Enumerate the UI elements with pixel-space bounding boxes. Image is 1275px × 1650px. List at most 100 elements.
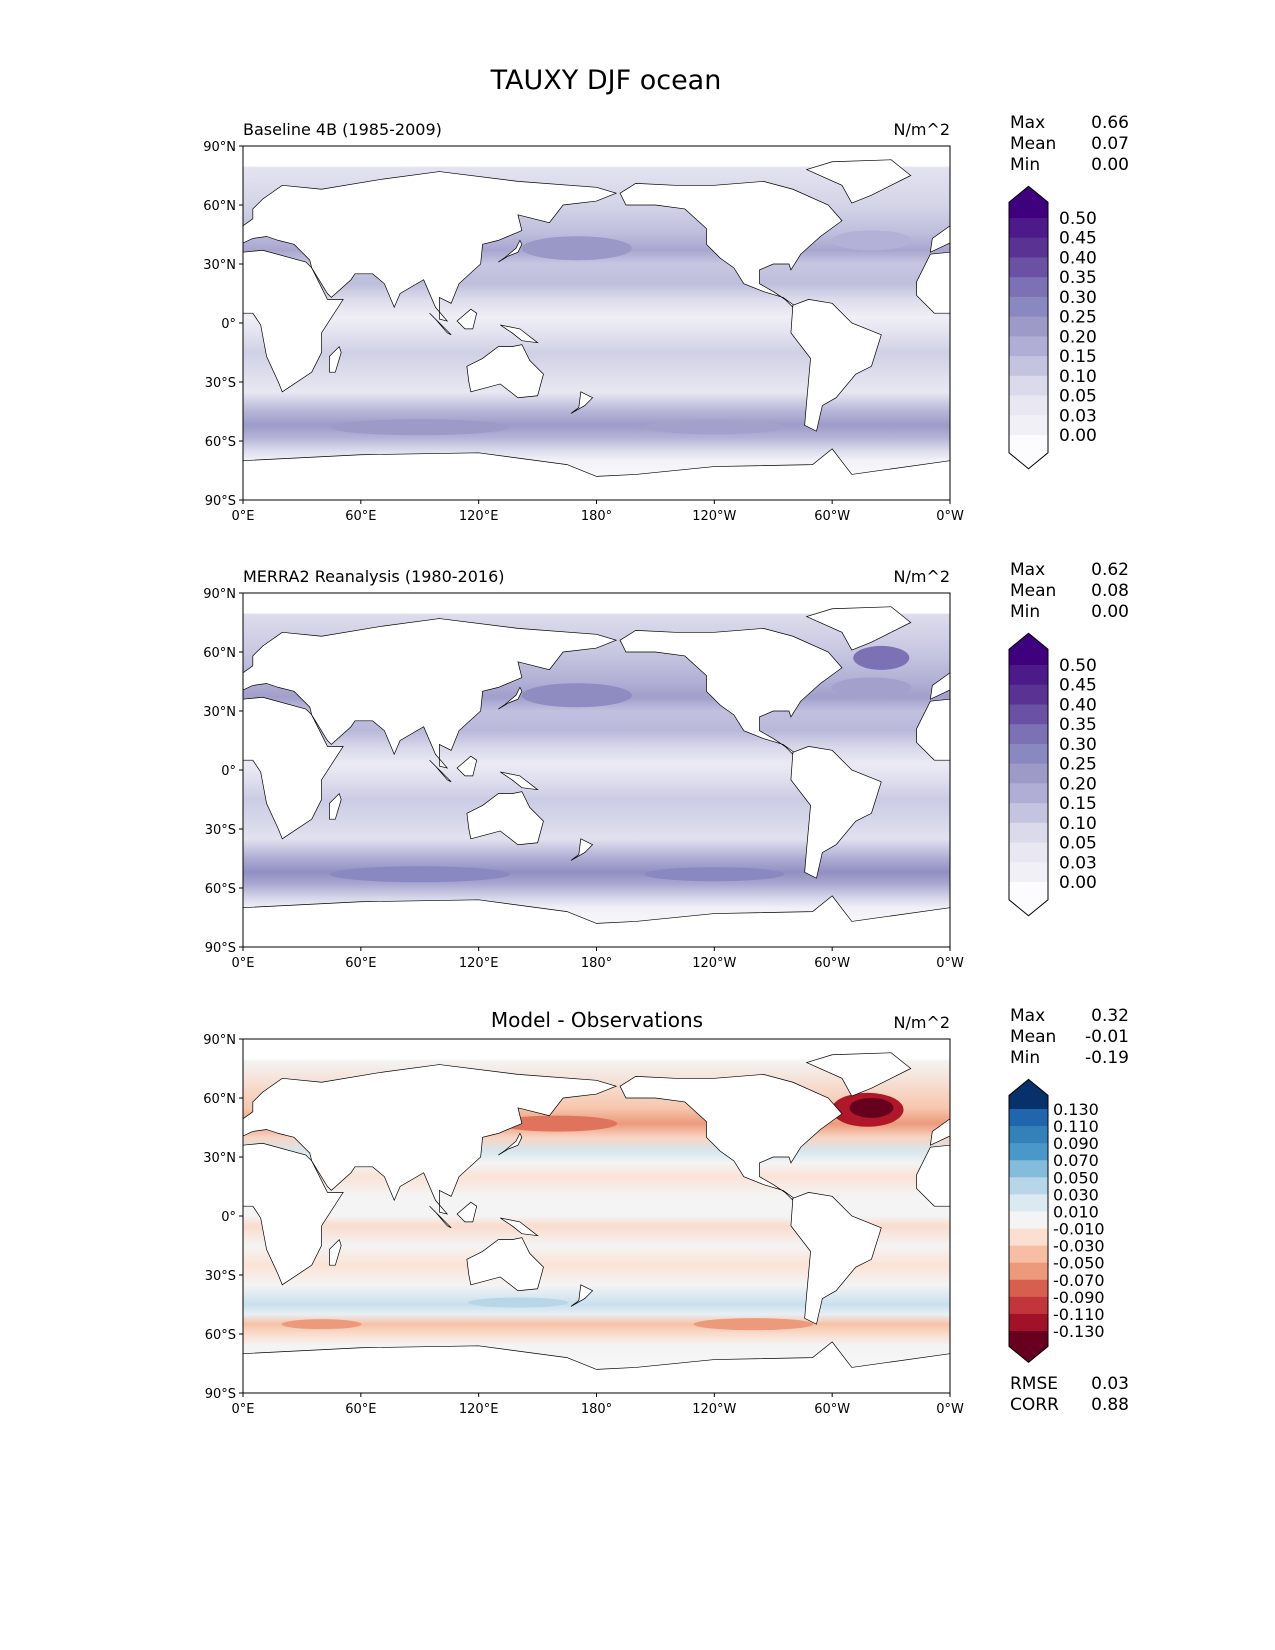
y-tick-label: 60°S (205, 435, 236, 450)
colorbar-tick-label: 0.25 (1059, 308, 1097, 328)
land-africa (243, 696, 344, 840)
land-africa (916, 698, 950, 761)
wind-maximum (644, 420, 785, 435)
colorbar-segment (1009, 803, 1048, 824)
y-tick-label: 60°S (205, 1328, 236, 1343)
land-eurasia (929, 672, 950, 700)
colorbar-tick-label: 0.40 (1059, 695, 1097, 715)
colorbar-segment (1009, 296, 1048, 318)
colorbar-segment (1009, 1126, 1048, 1144)
x-tick-label: 0°E (232, 1402, 255, 1417)
land-sumatra (1137, 313, 1159, 335)
land-namerica (619, 181, 843, 308)
colorbar-segment (1009, 277, 1048, 298)
colorbar-segment (1009, 783, 1048, 804)
colorbar-segment (1009, 257, 1048, 278)
stat-label: CORR (1010, 1395, 1059, 1415)
panel-title: Model - Observations (491, 1008, 703, 1032)
y-tick-label: 60°N (203, 1092, 236, 1107)
colorbar-segment (1009, 724, 1048, 745)
colorbar-segment (1009, 1296, 1048, 1315)
land-sumatra (1137, 1206, 1159, 1228)
land-australia (1174, 345, 1251, 398)
land-antarctica (243, 448, 950, 500)
stat-label: Mean (1010, 581, 1056, 601)
land-newguinea (1207, 325, 1244, 343)
y-tick-label: 90°S (205, 494, 236, 509)
y-tick-label: 60°S (205, 882, 236, 897)
colorbar-tick-label: 0.05 (1059, 834, 1097, 854)
colorbar-segment (1009, 356, 1048, 377)
colorbar-segment (1009, 1262, 1048, 1281)
land-newguinea (1207, 1218, 1244, 1236)
land-sumatra (429, 1205, 452, 1229)
figure-title: TAUXY DJF ocean (490, 65, 722, 96)
stat-label: Max (1010, 113, 1045, 133)
wind-maximum (521, 236, 632, 261)
y-tick-label: 0° (221, 1210, 236, 1225)
wind-maximum (521, 683, 632, 708)
x-tick-label: 0°W (936, 956, 964, 971)
x-tick-label: 120°W (692, 509, 736, 524)
y-tick-label: 90°S (205, 1387, 236, 1402)
land-eurasia (929, 225, 950, 253)
colorbar-tick-label: 0.050 (1053, 1168, 1099, 1187)
stat-value: 0.66 (1091, 113, 1129, 133)
stat-value: 0.00 (1091, 155, 1129, 175)
wind-maximum (329, 419, 510, 436)
colorbar-segment (1009, 1160, 1048, 1178)
land-antarctica (949, 907, 950, 947)
colorbar-segment (1009, 763, 1048, 784)
colorbar-tick-label: 0.45 (1059, 229, 1097, 249)
colorbar-segment (1009, 336, 1048, 357)
colorbar-segment (1009, 704, 1048, 725)
colorbar-tick-label: 0.00 (1059, 426, 1097, 446)
colorbar-segment (1009, 862, 1048, 883)
colorbar-tick-label: 0.30 (1059, 735, 1097, 755)
y-tick-label: 60°N (203, 199, 236, 214)
colorbar-tick-label: 0.15 (1059, 347, 1097, 367)
land-newguinea (500, 324, 539, 344)
colorbar-segment (1009, 684, 1048, 705)
colorbar-tick-label: 0.03 (1059, 853, 1097, 873)
x-tick-label: 0°W (936, 1402, 964, 1417)
land-eurasia (243, 1064, 618, 1215)
land-madagascar (329, 1238, 342, 1266)
map-panel-1: 90°N 60°N 30°N 0° 30°S 60°S 90°S0°E 60°E 120°E 18… (203, 113, 1251, 524)
map-area (243, 1039, 1244, 1393)
x-tick-label: 180° (581, 1402, 612, 1417)
y-tick-label: 0° (221, 764, 236, 779)
colorbar-tick-label: 0.030 (1053, 1185, 1099, 1204)
land-australia (466, 344, 544, 399)
land-newguinea (500, 771, 539, 791)
colorbar-outline (1008, 185, 1049, 470)
land-nz (570, 391, 594, 414)
colorbar-tick-label: 0.130 (1053, 1100, 1099, 1119)
units-label: N/m^2 (893, 120, 950, 139)
colorbar-tick-label: 0.20 (1059, 327, 1097, 347)
map-area (243, 146, 1251, 500)
map-area (243, 593, 950, 947)
land-eurasia (243, 618, 618, 769)
colorbar-segment (1009, 1313, 1048, 1332)
colorbar-extend-max (1009, 633, 1048, 665)
anomaly-blob (497, 1115, 618, 1132)
land-sumatra (429, 312, 452, 336)
land-africa (243, 249, 344, 393)
x-tick-label: 120°E (459, 956, 499, 971)
stat-label: Mean (1010, 134, 1056, 154)
stat-label: Min (1010, 1048, 1040, 1068)
land-africa (916, 1144, 950, 1207)
wind-maximum (853, 645, 910, 670)
x-tick-label: 60°E (345, 1402, 376, 1417)
x-tick-label: 60°W (814, 1402, 850, 1417)
panel-title: Baseline 4B (1985-2009) (243, 120, 442, 139)
land-greenland (805, 1052, 912, 1097)
colorbar-tick-label: 0.45 (1059, 676, 1097, 696)
colorbar-segment (1009, 237, 1048, 258)
land-antarctica (243, 1341, 950, 1393)
colorbar-tick-label: 0.010 (1053, 1202, 1099, 1221)
colorbar-segment (1009, 415, 1048, 436)
land-japan (498, 686, 523, 710)
